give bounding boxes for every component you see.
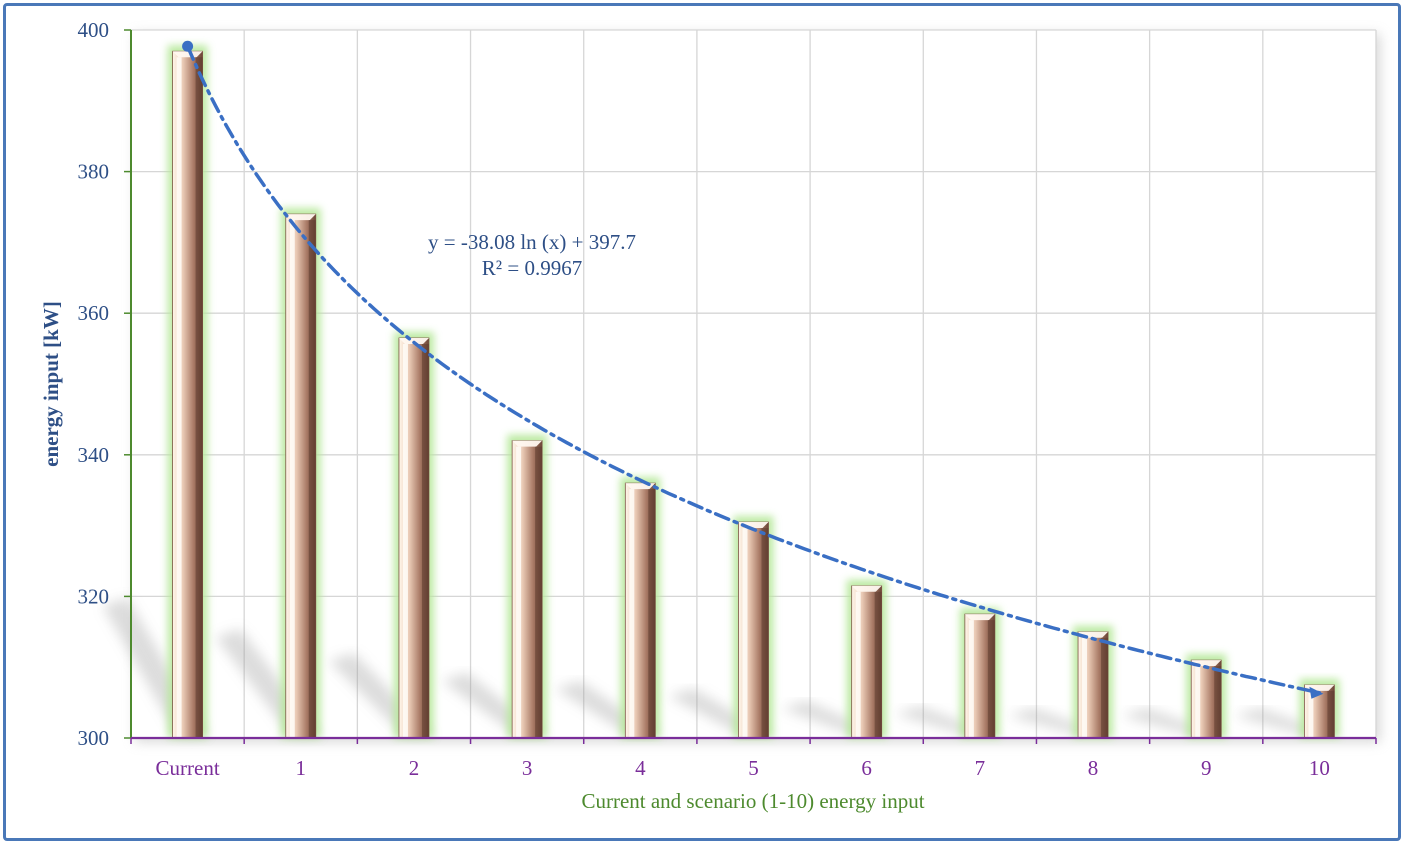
x-tick-labels: Current 1 2 3 4 5 6 7 8 9 10 [156,756,1330,780]
bar-highlight [402,343,408,738]
x-tick-label: Current [156,756,220,780]
bar-dark-edge [761,528,769,738]
bar-highlight [742,528,748,738]
bar-highlight [1308,690,1314,738]
bar-highlight [289,220,295,738]
bar-highlight [516,446,522,738]
bar-bevel-top [285,214,316,221]
bar-8 [1073,625,1114,739]
x-tick-label: 9 [1201,756,1212,780]
bar-highlight [855,591,861,738]
bar-7 [959,608,1000,739]
bar-bevel-top [851,585,882,592]
bar-highlight [629,489,635,738]
bar-dark-edge [1327,690,1335,738]
bar-bevel-top [512,440,543,447]
bar-dark-edge [308,220,316,738]
bar-highlight [176,57,182,739]
trendline-start-marker [182,40,194,52]
trendline-r-squared: R² = 0.9967 [482,256,582,280]
y-tick-label: 300 [78,726,110,750]
bar-dark-edge [874,591,882,738]
bar-Current [167,45,208,739]
x-tick-label: 4 [635,756,646,780]
bar-dark-edge [1214,666,1222,738]
x-tick-label: 6 [861,756,872,780]
trendline-path [185,44,1322,695]
bar-dark-edge [648,489,656,738]
bar-highlight [1195,666,1201,738]
bar-3 [507,434,548,739]
bar-bevel-top [964,614,995,621]
trendline-arrow [1309,686,1324,699]
y-tick-label: 320 [78,584,110,608]
bar-dark-edge [535,446,543,738]
trendline [182,40,1324,699]
bar-dark-edge [195,57,203,739]
bar-2 [393,331,434,739]
bars [167,45,1340,739]
x-tick-label: 7 [975,756,986,780]
trendline-equation: y = -38.08 ln (x) + 397.7 [428,230,636,254]
x-tick-label: 3 [522,756,533,780]
y-tick-label: 400 [78,18,110,42]
x-tick-label: 2 [409,756,420,780]
bar-highlight [968,620,974,738]
y-tick-label: 380 [78,160,110,184]
bar-6 [846,579,887,739]
bar-bevel-top [172,51,203,58]
x-tick-label: 8 [1088,756,1099,780]
y-axis-title: energy input [kW] [39,301,63,467]
bar-4 [620,477,661,739]
axes [124,29,1377,744]
bar-dark-edge [987,620,995,738]
bar-dark-edge [1101,637,1109,738]
y-tick-label: 360 [78,301,110,325]
y-tick-label: 340 [78,443,110,467]
y-tick-labels: 300 320 340 360 380 400 [78,18,110,750]
bar-highlight [1082,637,1088,738]
bar-1 [280,208,321,739]
bar-5 [733,516,774,739]
x-tick-label: 5 [748,756,759,780]
bar-10 [1299,678,1340,739]
x-axis-title: Current and scenario (1-10) energy input [581,789,924,813]
x-tick-label: 10 [1309,756,1330,780]
x-tick-label: 1 [296,756,307,780]
bar-dark-edge [421,343,429,738]
